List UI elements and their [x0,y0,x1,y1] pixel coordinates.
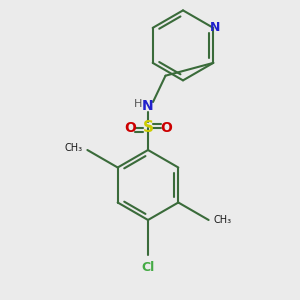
Text: H: H [134,99,142,109]
Text: O: O [160,121,172,135]
Text: Cl: Cl [141,261,154,274]
Text: N: N [142,99,154,113]
Text: CH₃: CH₃ [64,143,83,153]
Text: S: S [142,121,154,136]
Text: N: N [210,21,220,34]
Text: CH₃: CH₃ [214,215,232,225]
Text: O: O [124,121,136,135]
